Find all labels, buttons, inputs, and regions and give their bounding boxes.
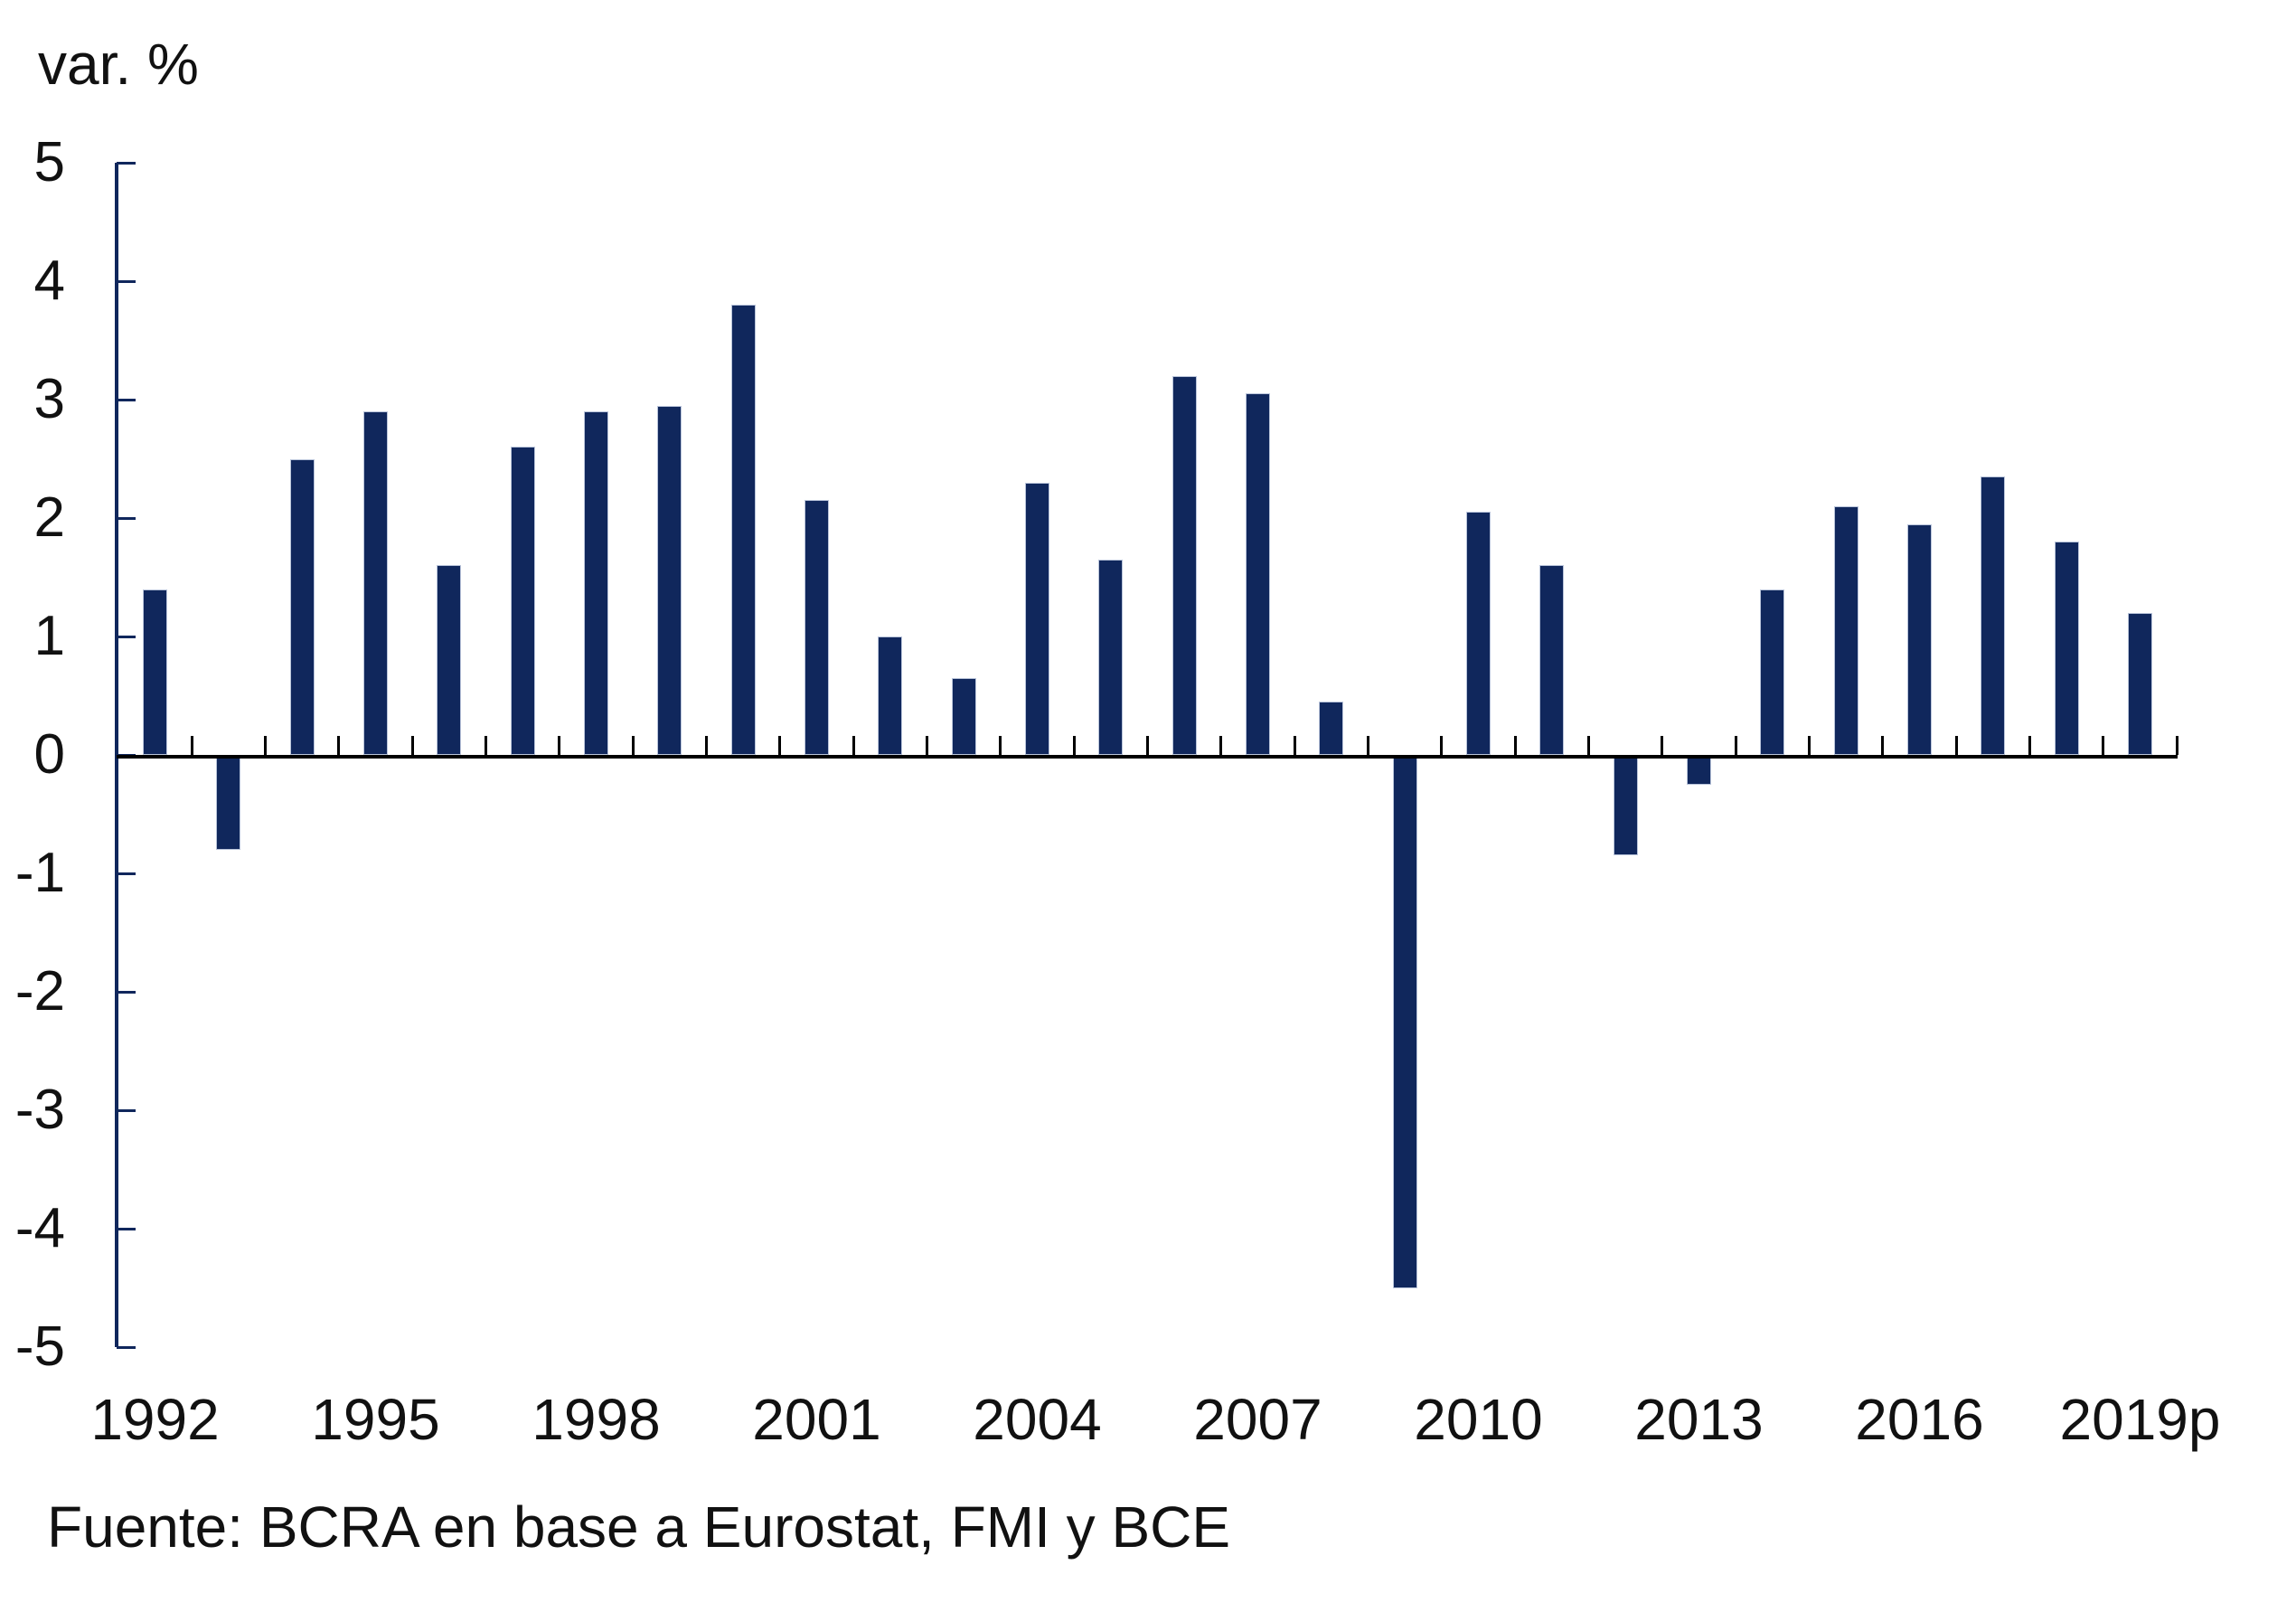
x-tick	[999, 736, 1002, 755]
bar-2007	[1245, 393, 1270, 755]
y-axis-label--5: -5	[14, 1315, 65, 1378]
x-tick	[558, 736, 561, 755]
x-tick	[2028, 736, 2031, 755]
y-axis-title: var. %	[38, 32, 199, 97]
bar-2008	[1319, 702, 1344, 755]
bar-1995	[362, 411, 388, 755]
bar-1996	[437, 565, 462, 755]
x-tick	[778, 736, 782, 755]
x-tick	[190, 736, 193, 755]
x-tick	[1366, 736, 1369, 755]
bar-2016	[1906, 523, 1932, 755]
x-axis-label-2001: 2001	[752, 1387, 881, 1452]
x-tick	[2175, 736, 2178, 755]
x-tick	[925, 736, 928, 755]
x-tick	[1219, 736, 1223, 755]
source-note: Fuente: BCRA en base a Eurostat, FMI y B…	[47, 1494, 1231, 1560]
bar-2001	[804, 500, 829, 755]
bar-2012	[1613, 755, 1638, 856]
y-axis-label-0: 0	[33, 723, 65, 786]
x-tick	[1661, 736, 1664, 755]
y-axis-label--3: -3	[14, 1079, 65, 1141]
y-tick	[117, 516, 136, 520]
y-axis-label-3: 3	[33, 368, 65, 430]
bar-1997	[510, 447, 535, 755]
x-tick	[1734, 736, 1737, 755]
bar-1998	[583, 411, 608, 755]
y-tick	[117, 872, 136, 875]
x-tick	[263, 736, 267, 755]
x-tick	[1293, 736, 1296, 755]
y-tick	[117, 398, 136, 401]
bar-2013	[1686, 755, 1711, 785]
x-tick	[1586, 736, 1590, 755]
bar-2005	[1098, 559, 1124, 755]
x-axis-label-1995: 1995	[311, 1387, 440, 1452]
bar-1999	[657, 405, 682, 755]
x-tick	[1440, 736, 1444, 755]
bar-2010	[1465, 512, 1491, 755]
bar-1994	[289, 458, 315, 755]
y-tick	[117, 279, 136, 283]
y-axis-label-1: 1	[33, 605, 65, 667]
x-tick	[337, 736, 341, 755]
y-tick	[117, 1345, 136, 1349]
bar-2015	[1833, 505, 1858, 755]
x-axis-line	[117, 755, 2178, 759]
x-tick	[1881, 736, 1885, 755]
bar-2003	[951, 677, 976, 755]
bar-2014	[1760, 589, 1785, 755]
x-axis-label-1992: 1992	[90, 1387, 220, 1452]
x-axis-label-1998: 1998	[532, 1387, 661, 1452]
x-axis-label-2013: 2013	[1634, 1387, 1764, 1452]
y-tick	[117, 161, 136, 165]
bar-2019p	[2127, 612, 2152, 755]
bar-2002	[878, 636, 903, 755]
x-axis-label-2019p: 2019p	[2059, 1387, 2221, 1452]
bar-2011	[1539, 565, 1565, 755]
bar-2004	[1024, 482, 1049, 755]
x-tick	[704, 736, 708, 755]
x-axis-label-2007: 2007	[1193, 1387, 1322, 1452]
bar-1993	[216, 755, 241, 850]
bar-2018	[2054, 542, 2079, 755]
x-tick	[631, 736, 635, 755]
x-tick	[2102, 736, 2105, 755]
y-axis-label-4: 4	[33, 250, 65, 312]
x-tick	[1072, 736, 1076, 755]
y-tick	[117, 1227, 136, 1230]
bar-2009	[1392, 755, 1417, 1288]
y-axis-label-2: 2	[33, 486, 65, 549]
x-axis-label-2010: 2010	[1414, 1387, 1543, 1452]
x-tick	[1145, 736, 1149, 755]
y-tick	[117, 1108, 136, 1112]
x-tick	[1954, 736, 1958, 755]
y-axis-label-5: 5	[33, 131, 65, 193]
bar-2000	[730, 305, 756, 755]
y-axis-label--1: -1	[14, 842, 65, 904]
x-axis-label-2016: 2016	[1855, 1387, 1984, 1452]
y-tick	[117, 990, 136, 994]
bar-2006	[1172, 375, 1197, 755]
x-tick	[484, 736, 487, 755]
x-axis-label-2004: 2004	[973, 1387, 1102, 1452]
x-tick	[852, 736, 855, 755]
bar-1992	[143, 589, 167, 755]
y-axis-label--4: -4	[14, 1197, 65, 1259]
x-tick	[410, 736, 414, 755]
y-tick	[117, 635, 136, 638]
bar-2017	[1981, 476, 2006, 755]
y-axis-label--2: -2	[14, 960, 65, 1023]
x-tick	[1513, 736, 1517, 755]
x-tick	[1807, 736, 1811, 755]
